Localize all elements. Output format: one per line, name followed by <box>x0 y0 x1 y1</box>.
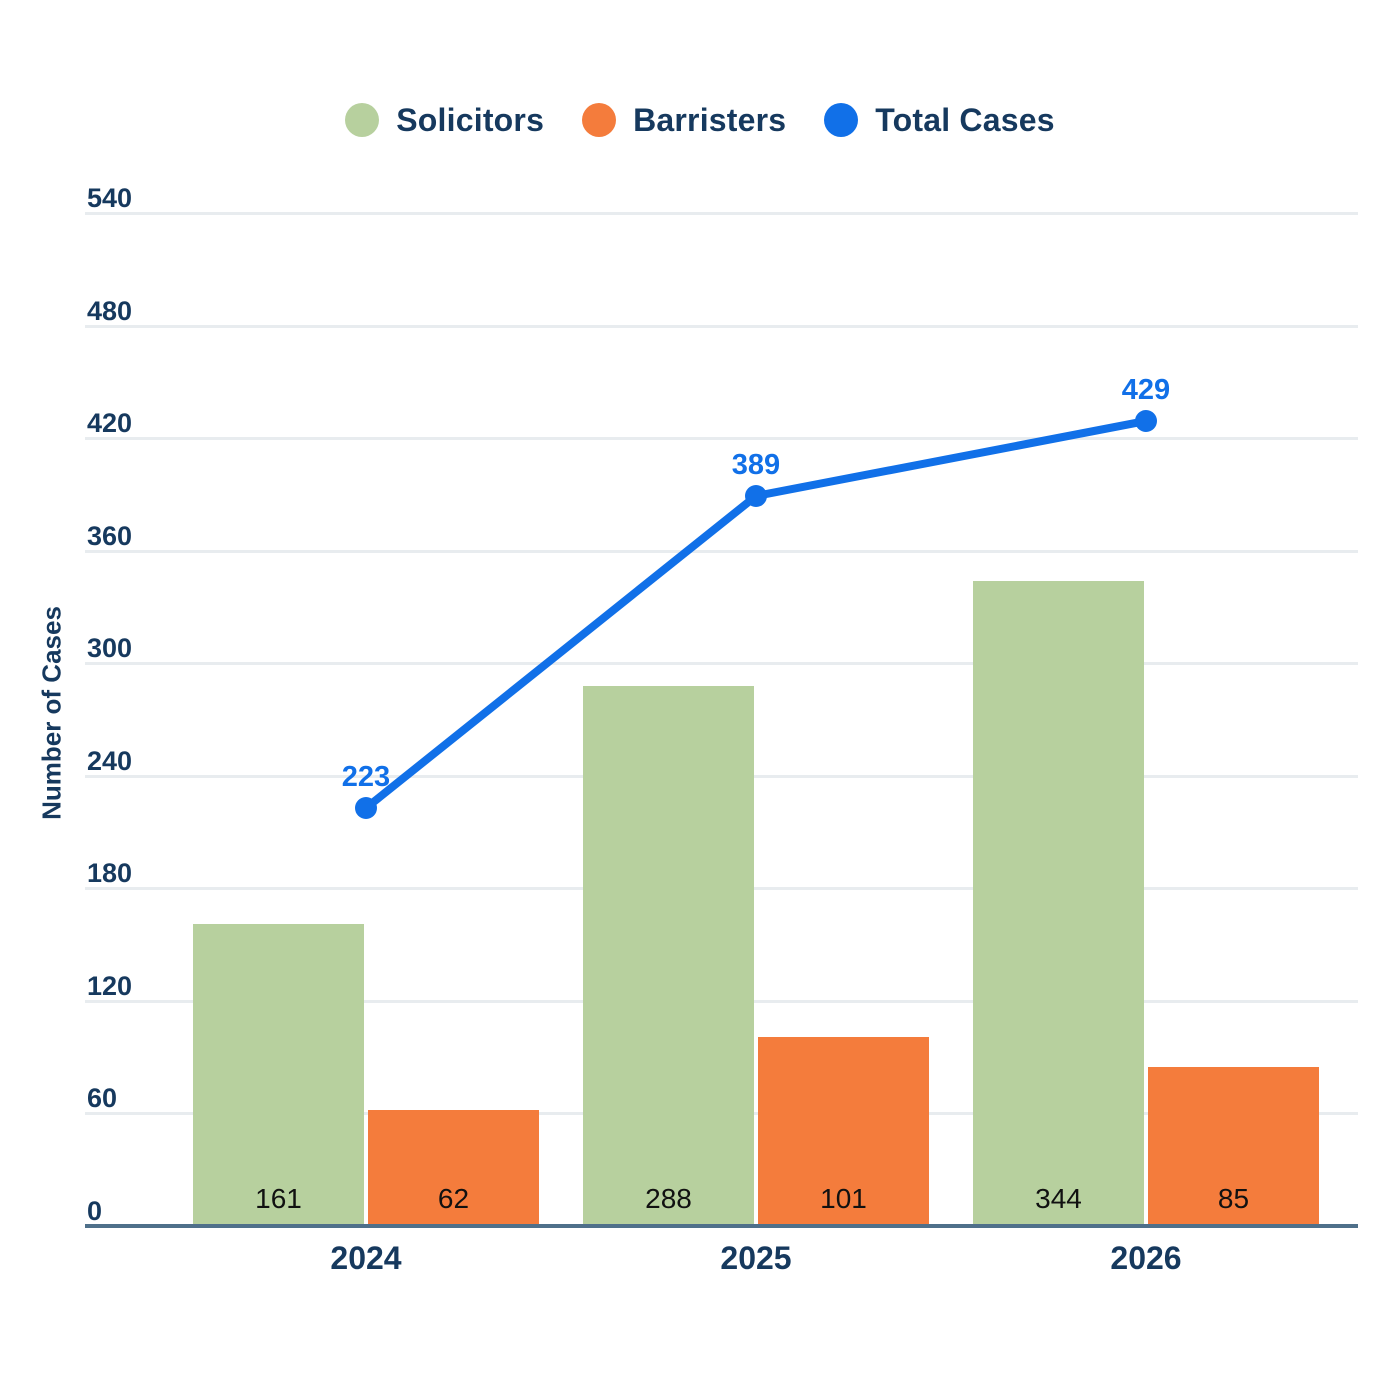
gridline <box>85 437 1358 441</box>
gridline <box>85 324 1358 328</box>
bar-barristers-2025[interactable] <box>758 1036 929 1226</box>
x-tick-label-2024: 2024 <box>330 1240 402 1276</box>
y-tick-label: 360 <box>87 520 133 551</box>
y-tick-label: 180 <box>87 858 133 889</box>
bar-value-label: 101 <box>820 1183 867 1214</box>
bar-value-label: 161 <box>255 1183 302 1214</box>
gridline <box>85 549 1358 553</box>
line-point-label: 429 <box>1122 374 1170 406</box>
y-tick-label: 240 <box>87 745 133 776</box>
line-point-total-cases-2024[interactable] <box>355 797 377 819</box>
legend-label: Barristers <box>633 101 787 138</box>
y-tick-label: 540 <box>87 183 133 213</box>
legend-item-barristers[interactable]: Barristers <box>582 102 786 139</box>
x-axis-baseline <box>85 1224 1358 1228</box>
legend-swatch-icon <box>824 103 859 137</box>
x-tick-label-2025: 2025 <box>720 1240 792 1276</box>
y-tick-label: 60 <box>87 1083 118 1114</box>
bar-value-label: 288 <box>645 1183 692 1214</box>
y-axis-title: Number of Cases <box>36 606 67 820</box>
line-point-label: 389 <box>732 449 780 481</box>
legend-item-solicitors[interactable]: Solicitors <box>345 102 544 139</box>
bar-value-label: 344 <box>1035 1183 1082 1214</box>
y-tick-label: 120 <box>87 970 133 1001</box>
bar-value-label: 62 <box>437 1183 470 1214</box>
chart-legend: Solicitors Barristers Total Cases <box>0 96 1400 144</box>
y-tick-label: 420 <box>87 408 133 439</box>
gridline <box>85 212 1358 215</box>
legend-swatch-icon <box>582 103 617 137</box>
line-point-total-cases-2025[interactable] <box>745 485 767 507</box>
y-tick-label: 300 <box>87 633 133 664</box>
legend-label: Total Cases <box>875 101 1055 138</box>
bar-solicitors-2026[interactable] <box>973 580 1144 1226</box>
legend-label: Solicitors <box>396 101 545 138</box>
line-point-total-cases-2026[interactable] <box>1135 410 1157 432</box>
x-tick-label-2026: 2026 <box>1110 1240 1182 1276</box>
bar-barristers-2026[interactable] <box>1148 1066 1319 1226</box>
bar-barristers-2024[interactable] <box>368 1109 539 1226</box>
y-tick-label: 0 <box>87 1196 103 1226</box>
bar-value-label: 85 <box>1217 1183 1250 1214</box>
bar-solicitors-2025[interactable] <box>583 685 754 1226</box>
bar-solicitors-2024[interactable] <box>193 923 364 1226</box>
legend-item-total-cases[interactable]: Total Cases <box>824 101 1055 139</box>
y-tick-label: 480 <box>87 295 133 326</box>
legend-swatch-icon <box>345 103 380 137</box>
gridline <box>85 662 1358 666</box>
